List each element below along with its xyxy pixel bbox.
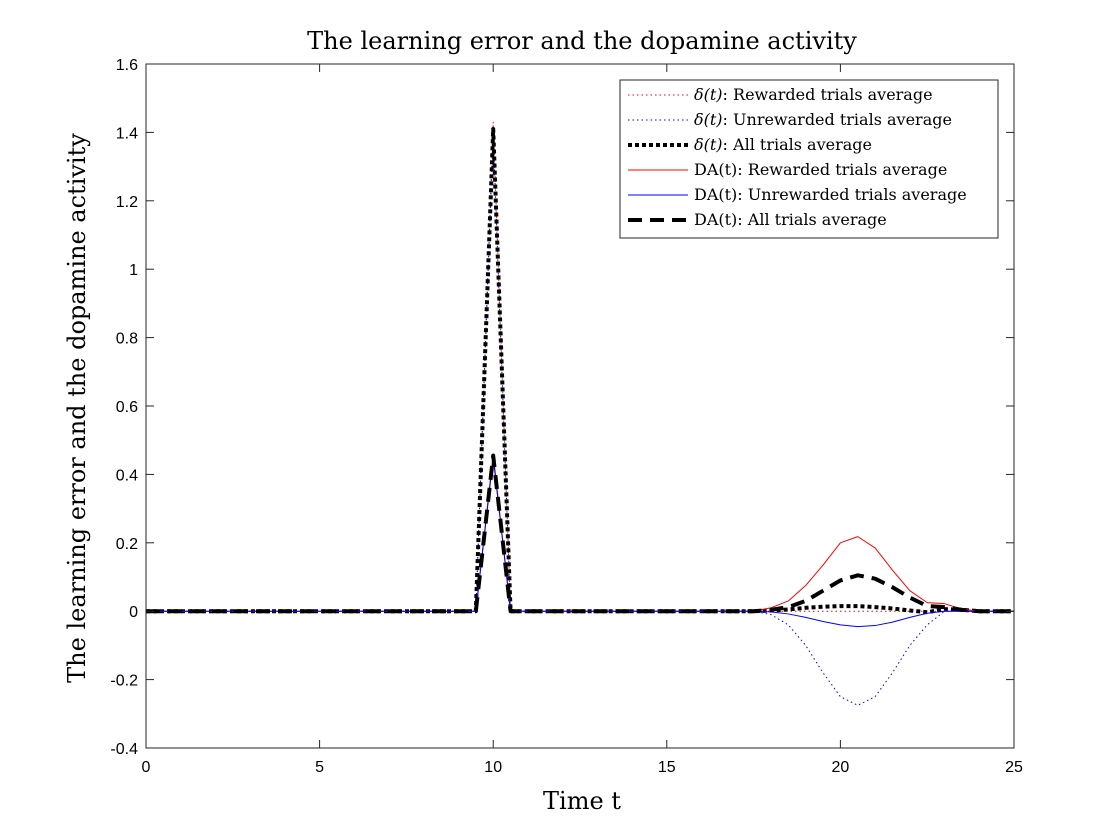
y-tick-label: -0.2 — [110, 673, 138, 690]
legend-entry-6: DA(t): All trials average — [694, 210, 887, 229]
y-tick-label: 1.6 — [116, 57, 138, 74]
y-tick-label: 0 — [129, 604, 138, 621]
series-line-6 — [146, 453, 1014, 614]
x-tick-label: 20 — [832, 759, 850, 776]
legend-entry-5: DA(t): Unrewarded trials average — [694, 185, 967, 204]
y-tick-label: 1.2 — [116, 194, 138, 211]
series-line-3 — [146, 126, 1014, 615]
y-tick-label: 0.2 — [116, 536, 138, 553]
legend-entry-4: DA(t): Rewarded trials average — [694, 160, 947, 179]
x-tick-label: 25 — [1005, 759, 1023, 776]
legend-box — [619, 79, 999, 239]
legend-entry-3: δ(t): All trials average — [694, 135, 872, 154]
y-tick-label: 0.8 — [116, 331, 138, 348]
y-tick-label: 0.4 — [116, 467, 138, 484]
legend-entry-1: δ(t): Rewarded trials average — [694, 85, 933, 104]
x-tick-label: 15 — [658, 759, 676, 776]
legend: δ(t): Rewarded trials average δ(t): Unrew… — [619, 79, 999, 239]
x-tick-label: 0 — [142, 759, 151, 776]
y-tick-label: 1.4 — [116, 125, 138, 142]
legend-entry-2: δ(t): Unrewarded trials average — [694, 110, 952, 129]
y-axis-label: The learning error and the dopamine acti… — [63, 133, 91, 683]
y-tick-label: 0.6 — [116, 399, 138, 416]
chart-title: The learning error and the dopamine acti… — [307, 27, 857, 55]
y-tick-label: 1 — [129, 262, 138, 279]
x-axis-label: Time t — [543, 787, 621, 815]
x-tick-label: 5 — [315, 759, 324, 776]
x-tick-label: 10 — [484, 759, 502, 776]
axes: 0 5 10 15 20 25 -0.4 -0.2 0 0.2 0.4 0.6 0.8 1 1.2 1.4 1.… — [110, 57, 1023, 776]
y-tick-label: -0.4 — [110, 741, 138, 758]
